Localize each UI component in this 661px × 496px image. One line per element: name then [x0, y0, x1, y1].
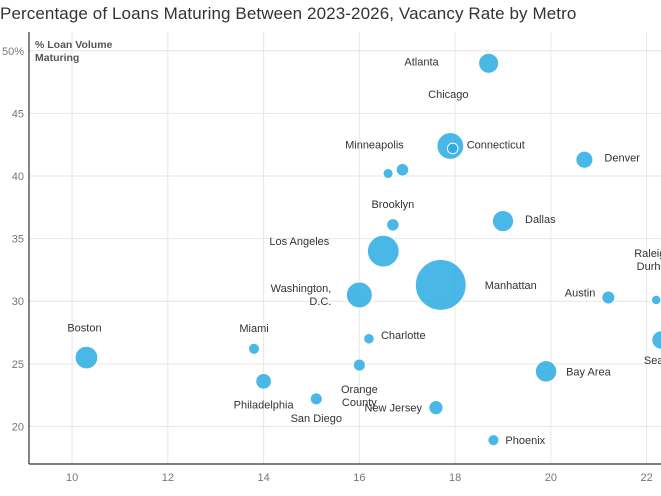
- y-tick-label: 45: [12, 108, 24, 120]
- y-axis-label: Maturing: [35, 52, 79, 64]
- label-philadelphia: Philadelphia: [234, 399, 295, 411]
- y-axis-label: % Loan Volume: [35, 39, 113, 51]
- x-tick-label: 14: [257, 472, 269, 484]
- chart-title: Percentage of Loans Maturing Between 202…: [0, 4, 577, 23]
- y-tick-label: 30: [12, 296, 24, 308]
- label-orange-county: Orange: [341, 384, 378, 396]
- x-tick-label: 20: [545, 472, 557, 484]
- bubble-brooklyn[interactable]: Brooklyn: [386, 218, 400, 232]
- label-dallas: Dallas: [525, 214, 556, 226]
- bubble-seattle[interactable]: Seattle: [651, 330, 661, 350]
- label-austin: Austin: [565, 287, 596, 299]
- label-connecticut: Connecticut: [467, 139, 525, 151]
- grid-lines: [29, 32, 661, 464]
- bubble-philadelphia[interactable]: Philadelphia: [255, 372, 272, 390]
- axes: [28, 32, 661, 465]
- label-phoenix: Phoenix: [505, 435, 545, 447]
- label-washington-d-c: Washington,: [271, 283, 332, 295]
- bubble-los-angeles[interactable]: Los Angeles: [366, 234, 400, 268]
- bubble-connecticut[interactable]: Connecticut: [446, 142, 459, 155]
- bubble-manhattan[interactable]: Manhattan: [414, 259, 467, 311]
- x-tick-label: 10: [66, 472, 78, 484]
- label-denver: Denver: [604, 153, 640, 165]
- bubble-miami[interactable]: Miami: [247, 342, 261, 355]
- bubble-orange-county[interactable]: Orange County: [352, 358, 366, 372]
- bubble-phoenix[interactable]: Phoenix: [487, 434, 500, 447]
- bubble-raleigh-durham[interactable]: Raleigh - Durham: [650, 294, 661, 306]
- tick-labels: 10 12 14 16 18 20 22 20 25 30 35 40 45 50% % Loan Volu…: [2, 39, 653, 484]
- bubble-atlanta[interactable]: Atlanta: [478, 52, 500, 74]
- x-tick-label: 16: [353, 472, 365, 484]
- label-raleigh-durham: Durham: [637, 261, 661, 273]
- bubble-austin[interactable]: Austin: [601, 290, 616, 305]
- y-tick-label: 35: [12, 234, 24, 246]
- bubble-minneapolis-a[interactable]: Minneapolis-a: [382, 167, 394, 180]
- label-raleigh-durham: Raleigh -: [634, 248, 661, 260]
- label-atlanta: Atlanta: [404, 56, 439, 68]
- y-tick-label: 20: [12, 421, 24, 433]
- y-tick-label: 40: [12, 171, 24, 183]
- x-tick-label: 22: [641, 472, 653, 484]
- label-manhattan: Manhattan: [485, 280, 537, 292]
- label-minneapolis: Minneapolis: [345, 140, 404, 152]
- label-los-angeles: Los Angeles: [269, 236, 329, 248]
- label-chicago: Chicago: [428, 89, 468, 101]
- y-tick-label: 25: [12, 359, 24, 371]
- bubble-charlotte[interactable]: Charlotte: [363, 332, 375, 345]
- bubble-bay-area[interactable]: Bay Area: [534, 360, 558, 383]
- bubble-dallas[interactable]: Dallas: [491, 209, 515, 233]
- label-miami: Miami: [239, 323, 268, 335]
- bubble-boston[interactable]: Boston: [74, 345, 99, 370]
- label-san-diego: San Diego: [291, 413, 342, 425]
- label-brooklyn: Brooklyn: [371, 199, 414, 211]
- label-washington-d-c: D.C.: [309, 296, 331, 308]
- bubble-new-jersey[interactable]: New Jersey: [428, 400, 444, 416]
- bubbles: Manhattan Los Angeles Chicago Washington, D…: [74, 52, 661, 447]
- bubble-minneapolis[interactable]: Minneapolis: [395, 162, 410, 177]
- bubble-washington-d-c[interactable]: Washington, D.C.: [345, 281, 373, 309]
- x-tick-label: 12: [162, 472, 174, 484]
- label-boston: Boston: [67, 323, 101, 335]
- label-charlotte: Charlotte: [381, 330, 426, 342]
- label-orange-county: County: [342, 397, 377, 409]
- label-new-jersey: New Jersey: [365, 403, 423, 415]
- bubble-san-diego[interactable]: San Diego: [309, 392, 323, 406]
- bubble-denver[interactable]: Denver: [575, 150, 594, 169]
- label-seattle: Seattle: [644, 355, 661, 367]
- y-tick-label: 50%: [2, 46, 24, 58]
- point-labels: Atlanta Chicago Connecticut Minneapolis Denv…: [67, 56, 661, 447]
- label-bay-area: Bay Area: [566, 366, 612, 378]
- x-tick-label: 18: [449, 472, 461, 484]
